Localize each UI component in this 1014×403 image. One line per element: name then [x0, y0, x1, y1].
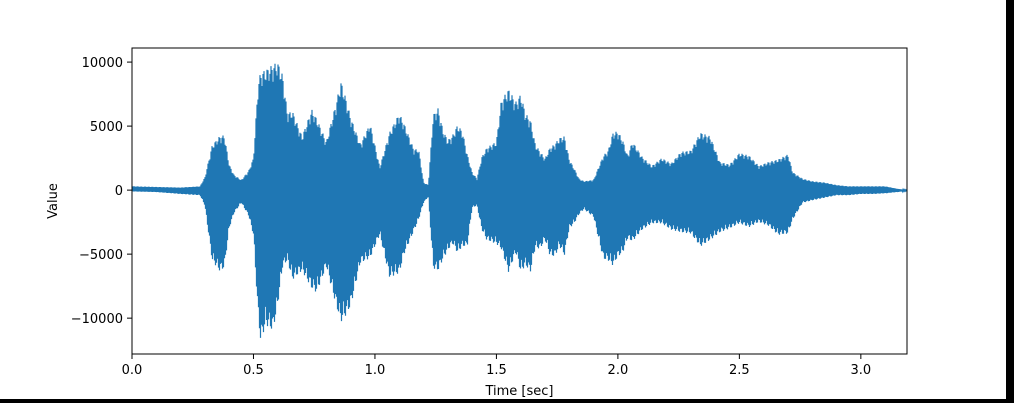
x-tick-label: 3.0 — [850, 363, 871, 378]
x-tick-label: 0.5 — [243, 363, 264, 378]
y-tick-label: 5000 — [90, 120, 123, 135]
x-tick-label: 0.0 — [122, 363, 143, 378]
y-tick-label: 0 — [115, 184, 123, 199]
plot-area — [131, 63, 908, 338]
x-axis-label: Time [sec] — [484, 384, 553, 399]
waveform-series — [131, 63, 908, 338]
x-tick-label: 1.0 — [365, 363, 386, 378]
x-axis: 0.0 0.5 1.0 1.5 2.0 2.5 3.0 — [122, 354, 871, 378]
x-tick-label: 1.5 — [486, 363, 507, 378]
y-tick-label: 10000 — [82, 56, 123, 71]
x-tick-label: 2.0 — [608, 363, 629, 378]
y-tick-label: −10000 — [71, 312, 123, 327]
axes-frame — [131, 47, 908, 355]
x-tick-label: 2.5 — [729, 363, 750, 378]
y-axis: 10000 5000 0 −5000 −10000 — [71, 56, 132, 327]
y-tick-label: −5000 — [79, 248, 123, 263]
y-axis-label: Value — [46, 183, 61, 219]
